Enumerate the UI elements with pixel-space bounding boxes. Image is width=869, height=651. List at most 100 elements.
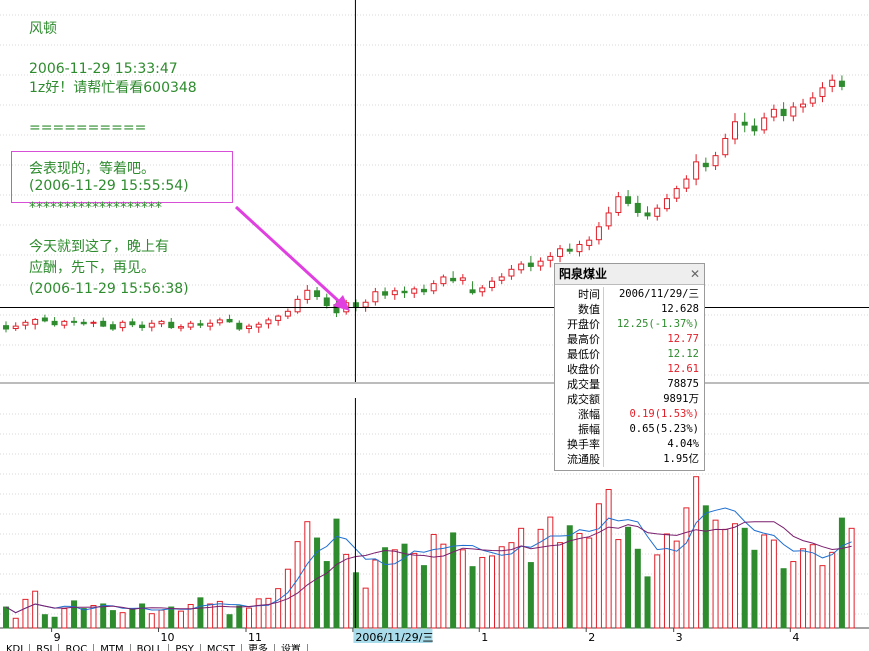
tab-2[interactable]: ROC bbox=[59, 644, 95, 651]
volume-bar bbox=[644, 576, 651, 629]
candle-body bbox=[382, 291, 389, 296]
info-label: 时间 bbox=[555, 287, 604, 302]
info-label: 流通股 bbox=[555, 452, 604, 467]
tab-1[interactable]: RSI bbox=[30, 644, 60, 651]
volume-bar bbox=[702, 505, 709, 629]
info-value: 0.65(5.23%) bbox=[629, 423, 699, 435]
volume-bar bbox=[158, 609, 165, 629]
candle-body bbox=[51, 320, 58, 326]
candle-body bbox=[751, 125, 758, 132]
candle-body bbox=[712, 155, 719, 167]
tab-0[interactable]: KDJ bbox=[0, 644, 31, 651]
info-row: 数值 12.628 bbox=[555, 302, 702, 317]
candle-body bbox=[304, 289, 311, 300]
post-time-1: 2006-11-29 15:33:47 bbox=[29, 61, 178, 77]
volume-bar bbox=[673, 540, 680, 629]
x-tick-label: 10 bbox=[161, 631, 175, 644]
reply-line-1: 会表现的，等着吧。 bbox=[29, 161, 155, 177]
volume-bar bbox=[177, 610, 184, 629]
post-separator-2: ******************* bbox=[29, 200, 162, 216]
info-panel-title: 阳泉煤业 ✕ bbox=[555, 264, 704, 285]
candle-body bbox=[489, 280, 495, 288]
volume-bar bbox=[450, 532, 457, 629]
info-value: 12.628 bbox=[661, 303, 699, 315]
volume-bar bbox=[275, 588, 282, 629]
candle-body bbox=[391, 290, 398, 296]
volume-bar bbox=[770, 539, 777, 629]
annotation-arrow bbox=[234, 205, 346, 308]
candle-body bbox=[61, 320, 68, 326]
info-value: 78875 bbox=[667, 378, 699, 390]
info-panel-title-text: 阳泉煤业 bbox=[559, 267, 608, 281]
candle-body bbox=[216, 319, 223, 324]
x-tick-label: 9 bbox=[54, 631, 61, 644]
volume-bar bbox=[800, 548, 807, 629]
candle-body bbox=[527, 262, 534, 267]
candle-body bbox=[323, 297, 330, 307]
tab-4[interactable]: BOLL bbox=[131, 644, 170, 651]
info-value: 12.12 bbox=[667, 348, 699, 360]
volume-bar bbox=[382, 547, 389, 629]
close-icon[interactable]: ✕ bbox=[689, 267, 700, 281]
volume-bar bbox=[527, 562, 534, 629]
volume-bar bbox=[129, 608, 136, 629]
info-row: 成交量 78875 bbox=[555, 377, 702, 392]
candle-body bbox=[401, 290, 408, 294]
candle-body bbox=[139, 324, 146, 329]
info-label: 振幅 bbox=[555, 422, 604, 437]
volume-bar bbox=[411, 552, 418, 629]
candle-body bbox=[90, 321, 97, 324]
volume-bar bbox=[187, 603, 194, 629]
candle-body bbox=[654, 207, 661, 217]
candle-body bbox=[236, 322, 243, 330]
volume-ma-slow-line bbox=[5, 521, 852, 614]
volume-bar bbox=[343, 553, 350, 629]
indicator-tabs: KDJ RSI ROC MTM BOLL PSY MCST 更多 设置 bbox=[0, 644, 869, 651]
candle-body bbox=[430, 283, 437, 292]
info-row: 振幅 0.65(5.23%) bbox=[555, 422, 702, 437]
volume-bar bbox=[3, 606, 9, 629]
post-message-2-line-2: 应酬，先下，再见。 bbox=[29, 260, 155, 276]
info-row: 最高价 12.77 bbox=[555, 332, 702, 347]
info-row: 成交额 9891万 bbox=[555, 392, 702, 407]
candle-body bbox=[780, 108, 787, 117]
candle-body bbox=[518, 263, 525, 271]
candle-body bbox=[129, 321, 136, 326]
info-panel: 阳泉煤业 ✕ 时间 2006/11/29/三 数值 12.628 开盘价 12.25(-1… bbox=[554, 263, 705, 471]
x-tick-label: 3 bbox=[676, 631, 683, 644]
volume-bar bbox=[576, 532, 583, 629]
volume-bar bbox=[829, 551, 836, 629]
x-tick-label: 11 bbox=[248, 631, 262, 644]
volume-bar bbox=[518, 527, 525, 629]
volume-bar bbox=[566, 525, 573, 629]
tab-6[interactable]: MCST bbox=[201, 644, 242, 651]
info-row: 换手率 4.04% bbox=[555, 437, 702, 452]
info-row: 涨幅 0.19(1.53%) bbox=[555, 407, 702, 422]
volume-bar bbox=[148, 613, 155, 629]
tab-7[interactable]: 更多 bbox=[242, 644, 275, 651]
candle-body bbox=[100, 320, 107, 327]
candle-body bbox=[420, 288, 427, 293]
candle-body bbox=[440, 276, 447, 285]
volume-bar bbox=[197, 597, 204, 629]
tab-3[interactable]: MTM bbox=[94, 644, 131, 651]
candle-body bbox=[634, 202, 641, 213]
volume-bar bbox=[469, 566, 476, 629]
volume-bar bbox=[207, 603, 214, 629]
candle-body bbox=[22, 321, 29, 326]
info-row: 收盘价 12.61 bbox=[555, 362, 702, 377]
x-tick-label: 1 bbox=[481, 631, 488, 644]
info-table: 时间 2006/11/29/三 数值 12.628 开盘价 12.25(-1.37%) 最高… bbox=[555, 287, 702, 467]
volume-bar bbox=[12, 617, 19, 629]
candle-body bbox=[109, 324, 116, 330]
tab-5[interactable]: PSY bbox=[169, 644, 201, 651]
candle-body bbox=[537, 260, 544, 267]
candle-body bbox=[702, 162, 709, 168]
volume-bar bbox=[625, 526, 632, 629]
candle-body bbox=[148, 322, 155, 328]
reply-line-2: (2006-11-29 15:55:54) bbox=[29, 178, 189, 194]
candle-body bbox=[372, 291, 379, 303]
tab-8[interactable]: 设置 bbox=[275, 644, 308, 651]
volume-bar bbox=[372, 559, 379, 629]
